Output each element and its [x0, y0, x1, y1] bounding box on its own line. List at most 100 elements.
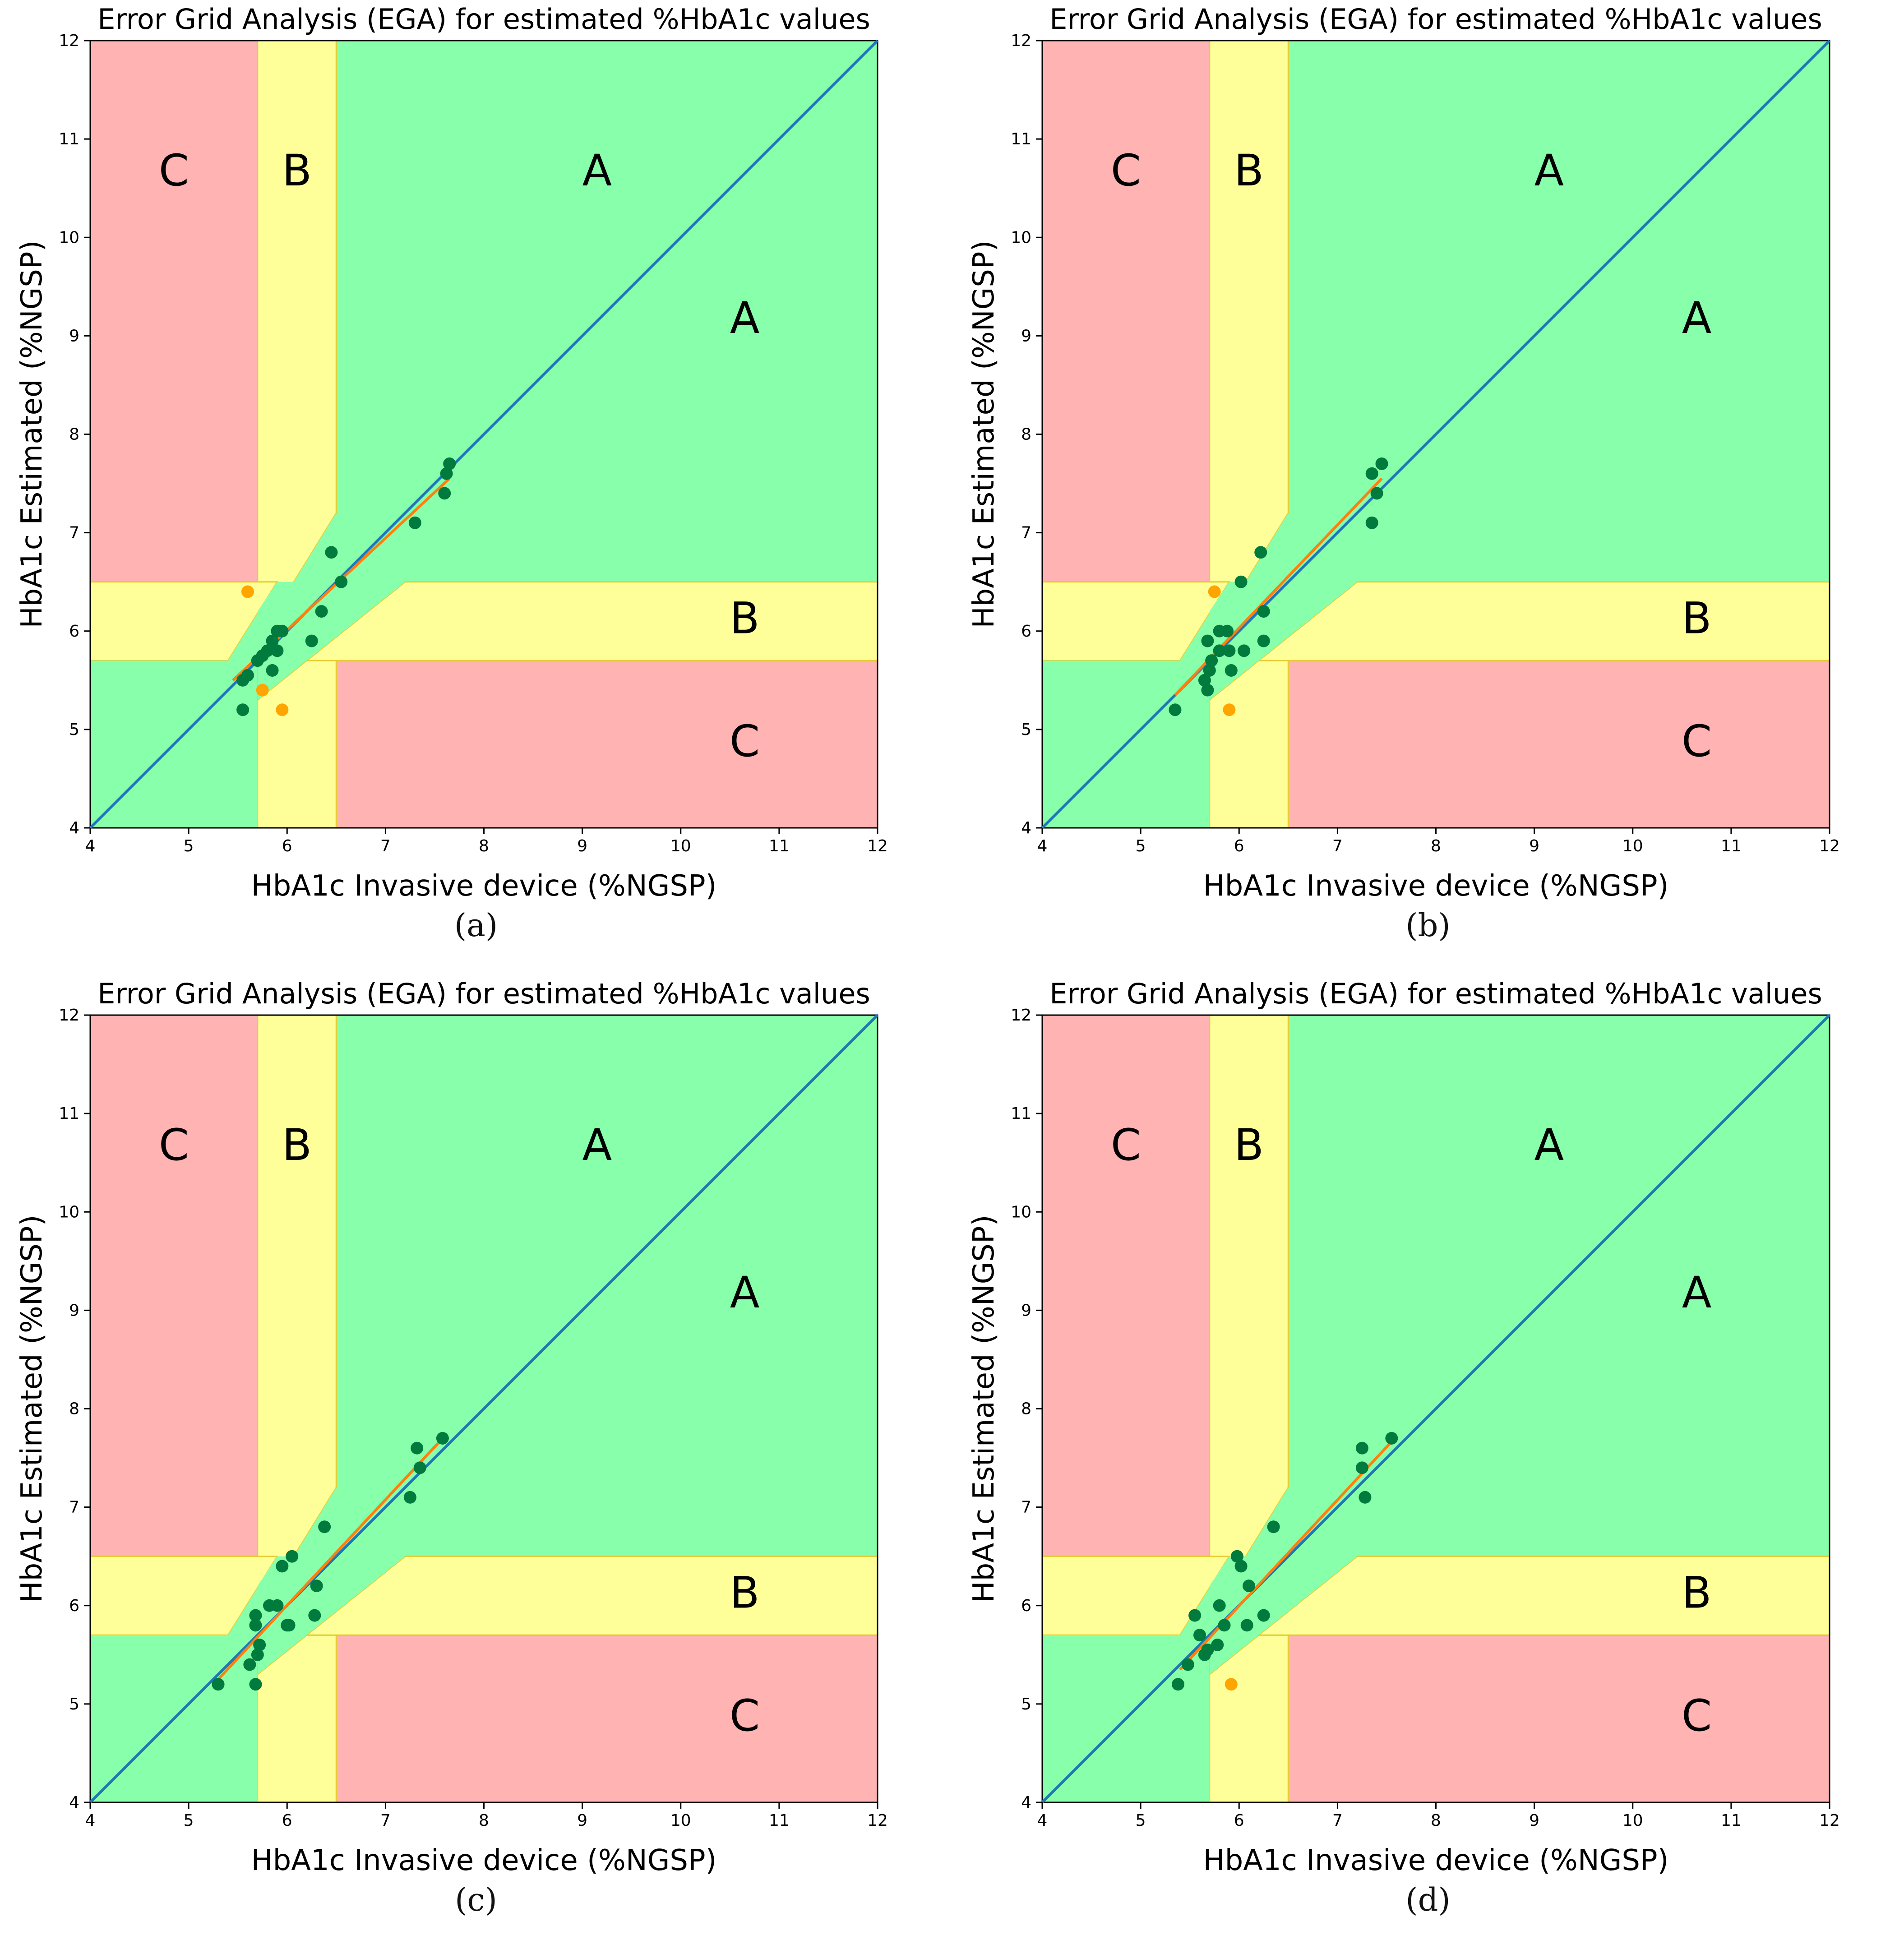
x-tick-label: 4: [85, 1811, 96, 1830]
chart-title: Error Grid Analysis (EGA) for estimated …: [1049, 977, 1822, 1010]
zone-label-a: A: [730, 1267, 760, 1318]
x-tick-label: 6: [1234, 1811, 1244, 1830]
data-point-outlier: [241, 585, 254, 598]
zone-label-a: A: [1682, 293, 1712, 343]
zone-label-c: C: [730, 716, 760, 767]
regression-line: [1179, 1435, 1398, 1671]
chart-title: Error Grid Analysis (EGA) for estimated …: [1049, 3, 1822, 36]
data-point: [253, 1639, 266, 1651]
y-tick-label: 4: [1021, 819, 1031, 837]
data-point: [286, 1550, 299, 1563]
data-point: [436, 1432, 449, 1445]
zone-label-b: B: [1682, 593, 1712, 643]
data-point: [249, 1678, 262, 1691]
data-point: [1238, 644, 1251, 657]
zone-label-a: A: [582, 145, 612, 196]
data-point: [282, 1619, 296, 1632]
y-tick-label: 8: [1021, 1400, 1031, 1418]
chart-panel-b: C B A A B C 4 5 6 7 8 9 10 11 12 4 5 6 7 8 9 10 11 12 Error Grid…: [952, 0, 1904, 974]
data-point: [1355, 1461, 1368, 1474]
x-tick-label: 9: [577, 837, 587, 855]
zone-a-diagonal-band-upper: [1209, 513, 1289, 641]
data-point: [251, 1648, 264, 1661]
y-tick-label: 6: [69, 1597, 79, 1615]
data-point: [1365, 467, 1378, 480]
zone-label-b: B: [282, 145, 312, 196]
x-tick-label: 11: [1721, 1811, 1742, 1830]
data-point: [411, 1441, 424, 1455]
data-point: [1243, 1580, 1256, 1593]
data-point: [276, 1560, 289, 1573]
zone-label-c: C: [159, 145, 189, 196]
zone-a-diagonal-band-upper: [1209, 1487, 1289, 1616]
data-point: [249, 1619, 262, 1632]
data-point: [1240, 1619, 1253, 1632]
data-point: [236, 703, 250, 716]
zone-c-region-upper: [1041, 1014, 1211, 1557]
data-point: [1203, 664, 1216, 677]
zone-label-c: C: [1682, 716, 1712, 767]
x-tick-label: 4: [85, 837, 96, 855]
y-tick-label: 5: [69, 1695, 79, 1713]
zone-label-a: A: [730, 293, 760, 343]
data-point: [308, 1609, 321, 1622]
y-tick-label: 9: [1021, 1301, 1031, 1320]
data-point: [212, 1678, 225, 1691]
data-point: [1359, 1491, 1372, 1504]
x-tick-label: 11: [1721, 837, 1742, 855]
y-tick-label: 7: [1021, 1498, 1031, 1517]
y-tick-label: 4: [69, 1793, 79, 1812]
x-tick-label: 5: [1136, 837, 1146, 855]
y-tick-label: 10: [59, 228, 79, 247]
y-tick-label: 7: [69, 524, 79, 542]
data-point: [1267, 1520, 1280, 1533]
y-tick-label: 8: [69, 425, 79, 444]
data-point-outlier: [1225, 1678, 1238, 1691]
data-point: [1223, 644, 1236, 657]
data-point: [266, 634, 279, 647]
chart-svg: C B A A B C 4 5 6 7 8 9 10 11 12 4 5 6 7 8 9 10 11 12 Error Grid…: [15, 3, 888, 903]
chart-svg: C B A A B C 4 5 6 7 8 9 10 11 12 4 5 6 7 8 9 10 11 12 Error Grid…: [15, 977, 888, 1877]
x-tick-label: 12: [867, 837, 888, 855]
data-point: [1201, 1643, 1214, 1656]
data-point: [1221, 624, 1234, 637]
data-point: [1169, 703, 1182, 716]
y-axis-label: HbA1c Estimated (%NGSP): [15, 240, 49, 628]
chart-svg: C B A A B C 4 5 6 7 8 9 10 11 12 4 5 6 7 8 9 10 11 12 Error Grid…: [967, 3, 1840, 903]
y-tick-label: 5: [1021, 720, 1031, 739]
data-point: [1198, 674, 1211, 687]
data-point: [271, 1599, 284, 1612]
y-tick-label: 7: [1021, 524, 1031, 542]
x-tick-label: 6: [1234, 837, 1244, 855]
y-tick-label: 9: [69, 327, 79, 345]
zone-label-a: A: [1682, 1267, 1712, 1318]
data-point: [413, 1461, 426, 1474]
zone-c-region-upper: [89, 40, 259, 583]
zone-label-c: C: [730, 1690, 760, 1741]
y-tick-label: 4: [69, 819, 79, 837]
data-point: [443, 457, 456, 470]
zone-c-region-lower: [335, 1634, 878, 1803]
data-point: [318, 1520, 331, 1533]
data-point: [305, 634, 318, 647]
zone-label-a: A: [1534, 145, 1564, 196]
zone-c-region-upper: [89, 1014, 259, 1557]
identity-line: [1041, 1014, 1831, 1804]
zone-c-region-lower: [1287, 660, 1830, 829]
x-tick-label: 7: [380, 837, 391, 855]
x-tick-label: 11: [769, 837, 790, 855]
x-tick-label: 6: [282, 837, 292, 855]
regression-line: [217, 1435, 446, 1681]
data-point: [438, 487, 451, 500]
data-point: [1188, 1609, 1202, 1622]
y-tick-label: 11: [1011, 130, 1031, 148]
data-point: [1375, 457, 1388, 470]
zone-label-b: B: [1234, 145, 1264, 196]
data-point: [440, 467, 453, 480]
data-point: [1213, 1599, 1226, 1612]
y-tick-label: 8: [69, 1400, 79, 1418]
panel-caption: (c): [455, 1881, 497, 1918]
x-tick-label: 9: [1529, 1811, 1539, 1830]
x-tick-label: 4: [1037, 837, 1048, 855]
data-point: [315, 605, 328, 618]
